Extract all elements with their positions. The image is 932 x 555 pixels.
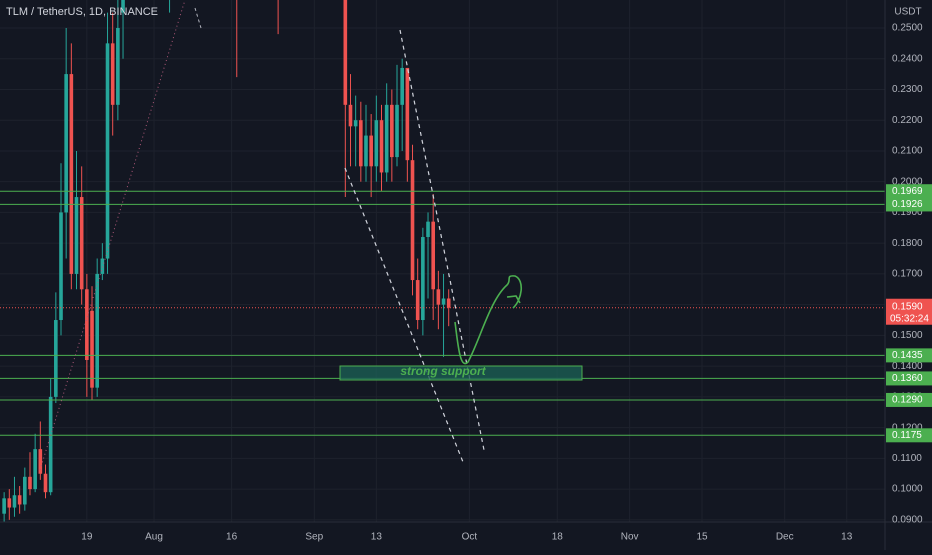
level-label: 0.1360 [892, 373, 923, 384]
x-tick-label: Nov [621, 532, 639, 543]
candle-body [364, 135, 368, 167]
last-price-label: 0.1590 [892, 301, 923, 312]
x-tick-label: 13 [371, 532, 383, 543]
x-tick-label: 18 [552, 532, 564, 543]
level-label: 0.1969 [892, 186, 923, 197]
x-tick-label: Dec [776, 532, 794, 543]
y-tick-label: 0.1900 [892, 207, 923, 218]
candle-body [431, 221, 436, 290]
candle-body [23, 476, 27, 505]
level-label: 0.1435 [892, 350, 923, 361]
level-label: 0.1926 [892, 199, 923, 210]
candle-body [95, 273, 99, 388]
level-tag [886, 197, 932, 212]
candle-body [33, 449, 37, 490]
candle-body [105, 43, 110, 259]
currency: USDT [894, 7, 921, 18]
x-tick-label: Aug [145, 532, 163, 543]
last-price-tag [886, 298, 932, 325]
time-axis [0, 522, 885, 550]
candle-body [100, 258, 105, 274]
candle-body [400, 67, 404, 105]
y-tick-label: 0.1700 [892, 269, 923, 280]
y-tick-label: 0.2300 [892, 84, 923, 95]
candle-body [17, 495, 22, 505]
candle-body [43, 473, 48, 493]
candle-body [441, 298, 446, 305]
candle-body [74, 197, 79, 274]
x-tick-label: 13 [841, 532, 853, 543]
level-tag [886, 184, 932, 199]
price-axis [885, 0, 932, 550]
chart-title: TLM / TetherUS, 1D, BINANCE [6, 6, 158, 18]
candle-body [64, 74, 68, 213]
candle-body [116, 27, 120, 105]
x-tick-label: 16 [226, 532, 238, 543]
candle-body [390, 104, 394, 158]
candle-body [69, 74, 74, 274]
level-tag [886, 371, 932, 386]
candle-body [2, 498, 6, 514]
x-tick-label: 19 [81, 532, 93, 543]
candle-body [79, 197, 84, 290]
candle-body [426, 221, 430, 238]
countdown: 05:32:24 [890, 313, 929, 324]
candle-body [12, 495, 17, 508]
x-tick-label: Sep [305, 532, 323, 543]
candle-body [343, 0, 348, 105]
y-tick-label: 0.1800 [892, 238, 923, 249]
level-tag [886, 348, 932, 363]
y-tick-label: 0.2400 [892, 53, 923, 64]
candle-body [110, 43, 115, 105]
y-tick-label: 0.2200 [892, 115, 923, 126]
annotation: strong support [400, 364, 486, 378]
candle-body [353, 120, 358, 127]
candle-body [90, 310, 94, 388]
candle-body [384, 104, 389, 173]
y-tick-label: 0.2100 [892, 146, 923, 157]
support-zone [339, 365, 583, 381]
candle-body [54, 320, 58, 397]
candle-body [28, 476, 32, 490]
candle-body [38, 449, 43, 474]
candle-body [121, 0, 125, 13]
candle-body [374, 120, 379, 167]
level-tag [886, 428, 932, 443]
y-tick-label: 0.1000 [892, 484, 923, 495]
candle-body [415, 280, 420, 321]
x-tick-label: 15 [696, 532, 708, 543]
candle-body [7, 498, 12, 508]
level-label: 0.1290 [892, 395, 923, 406]
level-tag [886, 392, 932, 407]
candle-body [369, 135, 373, 167]
y-tick-label: 0.1100 [892, 453, 922, 464]
candle-body [421, 237, 425, 321]
x-tick-label: Oct [462, 532, 478, 543]
level-label: 0.1175 [892, 430, 922, 441]
candle-body [405, 67, 410, 161]
candle-body [359, 120, 363, 167]
candle-body [348, 104, 353, 127]
candle-body [85, 289, 89, 360]
y-tick-label: 0.1400 [892, 361, 923, 372]
axes: 0.25000.24000.23000.22000.21000.20000.19… [81, 23, 932, 543]
y-tick-label: 0.1500 [892, 330, 923, 341]
hand-drawn-arrow [454, 275, 522, 365]
y-tick-label: 0.2000 [892, 176, 923, 187]
candle-body [395, 104, 399, 158]
candle-body [59, 212, 63, 321]
candle-body [410, 160, 415, 281]
y-tick-label: 0.2500 [892, 23, 923, 34]
y-tick-label: 0.1200 [892, 422, 923, 433]
candle-body [436, 289, 441, 305]
candle-body [446, 298, 451, 308]
y-tick-label: 0.0900 [892, 514, 923, 525]
candle-body [379, 120, 384, 173]
candle-body [48, 396, 53, 493]
